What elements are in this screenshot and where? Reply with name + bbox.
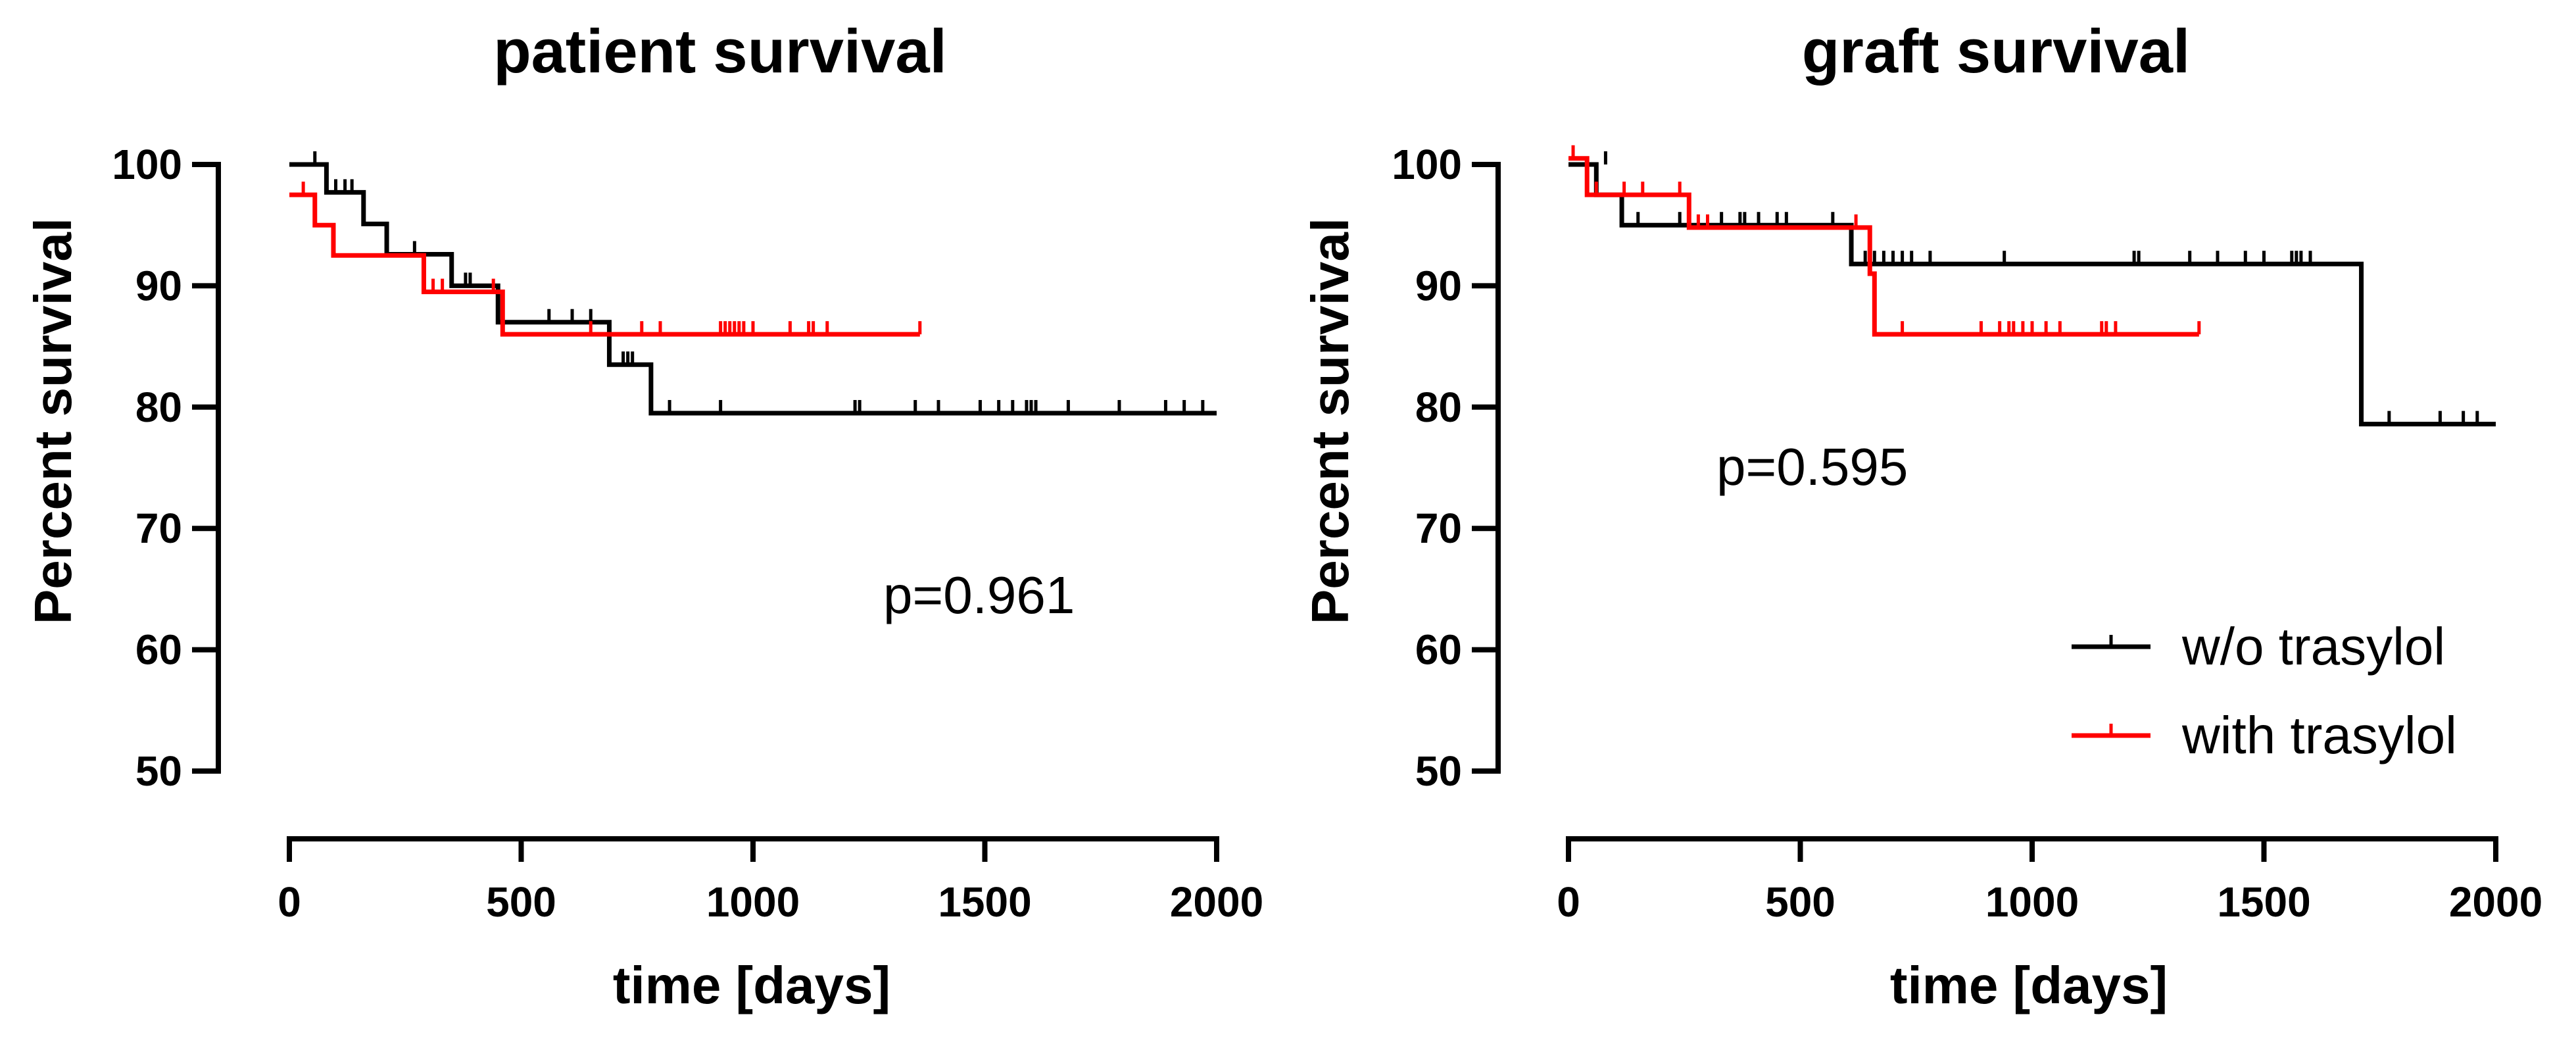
series-line-without-trasylol (289, 162, 1217, 416)
p-value-annotation: p=0.595 (1716, 438, 1908, 496)
x-tick-label: 1500 (2217, 878, 2310, 926)
legend-label: with trasylol (2181, 706, 2457, 764)
legend-item-without-trasylol: w/o trasylol (2072, 617, 2445, 676)
y-tick-label: 60 (1415, 626, 1462, 674)
survival-curves (289, 151, 1217, 416)
x-tick-label: 1500 (938, 878, 1031, 926)
legend: w/o trasylol with trasylol (2072, 617, 2457, 764)
x-tick-label: 2000 (2449, 878, 2542, 926)
chart-title: patient survival (493, 16, 947, 86)
x-tick-label: 1000 (706, 878, 800, 926)
y-tick-label: 70 (135, 505, 182, 552)
series-line-with-trasylol (1568, 156, 2199, 337)
chart-title: graft survival (1802, 16, 2190, 86)
y-tick-label: 80 (135, 384, 182, 431)
p-value-annotation: p=0.961 (883, 566, 1075, 624)
x-axis-label: time [days] (613, 956, 890, 1014)
y-tick-label: 90 (1415, 262, 1462, 309)
x-tick-label: 0 (1557, 878, 1580, 926)
legend-item-with-trasylol: with trasylol (2072, 706, 2457, 764)
y-tick-label: 70 (1415, 505, 1462, 552)
x-tick-label: 500 (1765, 878, 1835, 926)
x-tick-label: 500 (486, 878, 556, 926)
x-tick-label: 0 (278, 878, 301, 926)
x-tick-label: 1000 (1985, 878, 2079, 926)
x-tick-label: 2000 (1170, 878, 1263, 926)
y-tick-label: 100 (1392, 141, 1462, 188)
y-tick-label: 60 (135, 626, 182, 674)
legend-label: w/o trasylol (2181, 617, 2445, 676)
survival-curves (1568, 145, 2496, 427)
series-line-with-trasylol (289, 192, 920, 337)
y-tick-label: 50 (135, 747, 182, 795)
y-tick-label: 100 (112, 141, 182, 188)
patient-survival-panel: patient survival Percent survival time [… (24, 16, 1263, 1014)
y-tick-label: 80 (1415, 384, 1462, 431)
x-axis-label: time [days] (1890, 956, 2168, 1014)
y-axis-label: Percent survival (1301, 218, 1359, 624)
series-line-without-trasylol (1568, 162, 2496, 427)
y-tick-label: 50 (1415, 747, 1462, 795)
y-axis-label: Percent survival (24, 218, 82, 624)
graft-survival-panel: graft survival Percent survival time [da… (1301, 16, 2542, 1014)
y-tick-label: 90 (135, 262, 182, 309)
